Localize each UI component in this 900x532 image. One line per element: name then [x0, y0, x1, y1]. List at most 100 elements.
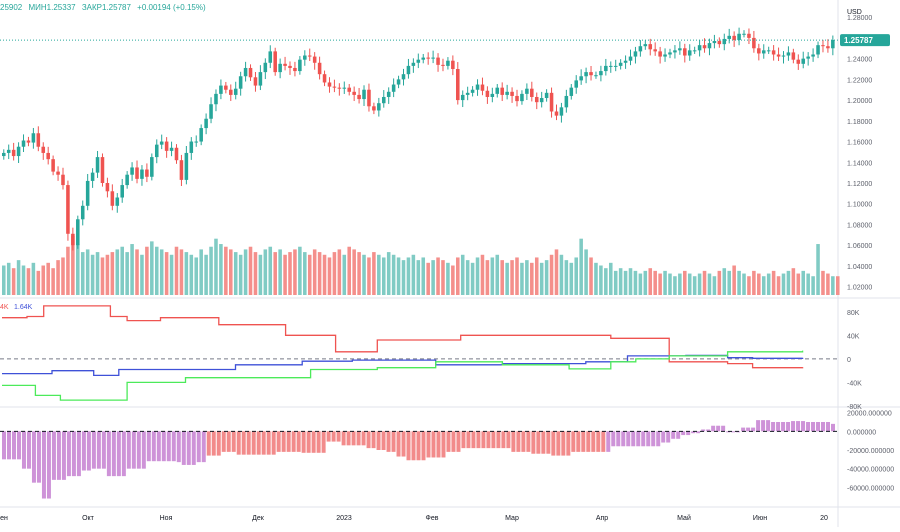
candle-body: [500, 87, 504, 95]
volume-bar: [317, 252, 322, 295]
histogram-bar: [276, 431, 281, 452]
volume-bar: [95, 252, 100, 295]
time-tick-label: ен: [0, 515, 8, 522]
volume-bar: [105, 254, 110, 295]
histogram-bar: [701, 429, 706, 432]
candle-body: [377, 103, 381, 111]
volume-bar: [377, 254, 381, 295]
histogram-bar: [316, 431, 321, 453]
histogram-bar: [656, 431, 661, 447]
candle-body: [594, 75, 598, 77]
histogram-bar: [306, 431, 311, 453]
candle-body: [446, 60, 450, 66]
volume-bar: [164, 252, 169, 295]
volume-bar: [653, 270, 657, 295]
histogram-bar: [226, 431, 231, 452]
histogram-bar: [771, 422, 776, 432]
volume-bar: [224, 246, 228, 295]
volume-bar: [337, 249, 342, 295]
volume-bar: [628, 268, 633, 295]
candle-body: [786, 52, 791, 56]
histogram-bar: [76, 431, 81, 477]
candle-body: [712, 41, 717, 44]
volume-bar: [722, 268, 727, 295]
histogram-bar: [516, 431, 521, 452]
candle-body: [194, 141, 199, 143]
price-tick-label: 1.14000: [847, 160, 872, 167]
volume-bar: [406, 257, 411, 295]
histogram-bar: [471, 431, 476, 449]
histogram-bar: [481, 431, 486, 449]
volume-bar: [544, 260, 549, 295]
candle-body: [613, 65, 618, 67]
volume-bar: [332, 252, 337, 295]
histogram-bar: [221, 431, 226, 452]
volume-bar: [386, 252, 391, 295]
volume-bar: [707, 273, 712, 295]
volume-bar: [579, 238, 583, 295]
candle-body: [184, 152, 189, 180]
candle-body: [618, 62, 623, 66]
histogram-bar: [66, 431, 71, 477]
volume-bar: [41, 265, 46, 295]
candle-body: [248, 67, 253, 78]
volume-bar: [199, 249, 203, 295]
candle-body: [120, 185, 124, 198]
candle-body: [209, 104, 213, 119]
volume-bar: [747, 276, 751, 295]
histogram-bar: [646, 431, 651, 447]
histogram-bar: [676, 431, 681, 439]
histogram-bar: [486, 431, 491, 449]
candle-body: [46, 152, 50, 160]
candle-body: [71, 233, 75, 246]
histogram-bar: [821, 422, 826, 432]
volume-bar: [727, 270, 731, 295]
candle-body: [11, 149, 16, 157]
candle-body: [278, 63, 282, 73]
candle-body: [791, 52, 796, 60]
volume-bar: [100, 257, 105, 295]
histogram-bar: [361, 431, 366, 446]
histogram-bar: [36, 431, 41, 483]
histogram-bar: [216, 431, 221, 456]
volume-bar: [327, 257, 332, 295]
volume-bar: [312, 249, 317, 295]
volume-bar: [836, 276, 840, 295]
candle-body: [530, 88, 534, 97]
volume-bar: [347, 246, 351, 295]
histogram-bar: [761, 420, 766, 432]
candle-body: [322, 74, 327, 83]
volume-bar: [243, 249, 248, 295]
volume-bar: [811, 276, 815, 295]
candle-body: [811, 54, 815, 57]
candle-body: [717, 41, 722, 45]
candle-body: [293, 67, 297, 72]
time-tick-label: Дек: [252, 515, 265, 522]
candle-body: [673, 50, 677, 53]
candle-body: [475, 84, 480, 90]
time-tick-label: 2023: [336, 515, 352, 522]
histogram-bar: [776, 422, 781, 432]
volume-bar: [574, 257, 579, 295]
histogram-bar: [46, 431, 51, 499]
candle-body: [100, 157, 105, 183]
volume-bar: [381, 257, 386, 295]
histogram-bar: [671, 431, 676, 439]
time-tick-label: Май: [677, 514, 691, 522]
volume-bar: [322, 254, 327, 295]
histogram-bar: [781, 422, 786, 432]
volume-bar: [742, 273, 746, 295]
volume-bar: [174, 246, 179, 295]
candle-body: [298, 59, 302, 72]
volume-bar: [663, 270, 667, 295]
histogram-bar: [326, 431, 331, 442]
volume-bar: [594, 262, 598, 295]
volume-bar: [31, 262, 36, 295]
histogram-bar: [436, 431, 441, 458]
candle-body: [510, 91, 514, 96]
histogram-bar: [591, 431, 596, 452]
candle-body: [564, 95, 569, 108]
histogram-tick-label: 0.000000: [847, 429, 876, 436]
volume-bar: [446, 262, 450, 295]
candle-body: [722, 38, 727, 45]
